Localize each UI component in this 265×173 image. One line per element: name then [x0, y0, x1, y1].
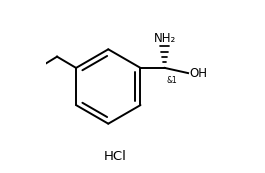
Text: &1: &1 — [166, 76, 177, 85]
Text: NH₂: NH₂ — [154, 32, 176, 45]
Text: HCl: HCl — [104, 150, 127, 163]
Text: OH: OH — [189, 67, 207, 80]
